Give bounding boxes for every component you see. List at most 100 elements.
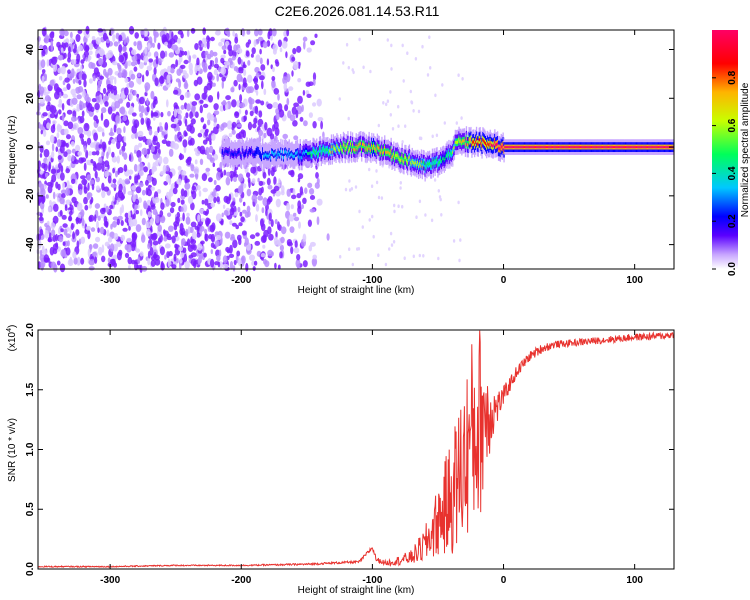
snr-frame <box>37 329 675 570</box>
spectrogram-noise-cell <box>217 91 220 100</box>
spectrogram-noise-cell <box>292 120 298 127</box>
spectrogram-noise-cell <box>222 263 229 269</box>
spectrogram-noise-cell <box>143 200 147 209</box>
spectrogram-noise-cell <box>206 112 212 120</box>
spectrogram-noise-cell <box>96 118 99 124</box>
spectrogram-noise-cell <box>430 218 434 223</box>
spectrogram-noise-cell <box>71 59 77 65</box>
spectrogram-noise-cell <box>268 233 274 241</box>
spectrogram-noise-cell <box>179 152 183 161</box>
spectrogram-noise-cell <box>147 211 152 218</box>
spectrogram-ridge-cell <box>521 146 524 149</box>
spectrogram-ridge-cell <box>405 156 407 160</box>
spectrogram-ridge-cell <box>514 146 516 149</box>
spectrogram-ridge-cell <box>343 144 345 148</box>
spectrogram-ridge-cell <box>305 149 307 153</box>
spectrogram-noise-cell <box>287 110 292 119</box>
spectrogram-noise-cell <box>435 133 439 138</box>
spectrogram-noise-cell <box>239 197 243 203</box>
spectrogram-noise-cell <box>51 56 57 65</box>
snr-x-tick-label: -300 <box>100 575 120 586</box>
spectrogram-noise-cell <box>203 210 207 215</box>
spectrogram-noise-cell <box>85 225 91 231</box>
spectrogram-ridge-cell <box>392 154 394 158</box>
spectrogram-ridge-cell <box>650 146 652 149</box>
spectrogram-noise-cell <box>198 190 202 197</box>
spectrogram-noise-cell <box>124 87 129 96</box>
spectrogram-noise-cell <box>260 253 266 258</box>
spectrogram-noise-cell <box>386 38 389 42</box>
spectrogram-noise-cell <box>229 207 235 216</box>
spectrogram-noise-cell <box>158 156 163 165</box>
spectrogram-noise-cell <box>275 112 280 121</box>
spectrogram-noise-cell <box>50 43 54 52</box>
spectrogram-ridge-cell <box>657 146 659 149</box>
spectrogram-noise-cell <box>190 118 196 125</box>
spectrogram-noise-cell <box>249 254 255 261</box>
spectrogram-noise-cell <box>38 180 42 188</box>
spectrogram-noise-cell <box>59 144 65 154</box>
spectrogram-ridge-cell <box>339 149 341 153</box>
spectrogram-ridge-cell <box>364 148 367 152</box>
spectrogram-noise-cell <box>212 82 216 87</box>
snr-x-tick-label: 100 <box>626 575 643 586</box>
spectrogram-ridge-cell <box>283 156 285 160</box>
spectrogram-noise-cell <box>452 239 456 243</box>
spectrogram-ridge-cell <box>451 152 453 156</box>
spectrogram-ridge-cell <box>296 150 299 154</box>
spectrogram-ridge-cell <box>602 146 604 149</box>
spectrogram-noise-cell <box>73 257 78 265</box>
spectrogram-noise-cell <box>146 105 150 113</box>
spectrogram-noise-cell <box>307 182 313 188</box>
spectrogram-ridge-cell <box>495 143 497 147</box>
spectrogram-noise-cell <box>242 209 247 214</box>
colorbar-tick-label: 0.4 <box>727 166 738 180</box>
spectrogram-noise-cell <box>302 197 307 204</box>
spectrogram-noise-cell <box>77 183 83 192</box>
spectrogram-ridge-cell <box>520 146 523 149</box>
spectrogram-ridge-cell <box>537 146 539 149</box>
spectrogram-noise-cell <box>133 89 137 96</box>
spectrogram-ridge-cell <box>318 152 320 156</box>
spectrogram-ridge-cell <box>511 146 513 149</box>
spectrogram-noise-cell <box>160 111 164 118</box>
spectrogram-noise-cell <box>316 98 322 107</box>
spectrogram-noise-cell <box>62 182 65 190</box>
spectrogram-noise-cell <box>155 55 159 65</box>
spectrogram-noise-cell <box>210 258 215 268</box>
spectrogram-noise-cell <box>316 198 323 206</box>
spectrogram-ridge-cell <box>516 146 518 149</box>
spectrogram-ridge-cell <box>483 139 485 143</box>
spectrogram-ridge-cell <box>407 161 409 165</box>
spectrogram-noise-cell <box>145 69 149 77</box>
spectrogram-noise-cell <box>56 132 60 139</box>
spectrogram-noise-cell <box>190 202 195 211</box>
spectrogram-noise-cell <box>141 234 146 243</box>
spectrogram-noise-cell <box>231 121 237 128</box>
spectrogram-noise-cell <box>251 47 256 55</box>
spectrogram-noise-cell <box>271 79 276 89</box>
spectrogram-noise-cell <box>191 190 197 200</box>
spectrogram-noise-cell <box>98 48 105 57</box>
spectrogram-noise-cell <box>92 243 99 249</box>
spectrogram-ridge-cell <box>629 146 631 149</box>
spectrogram-noise-cell <box>124 212 129 218</box>
spectrogram-noise-cell <box>181 170 187 176</box>
spectrogram-ridge-cell <box>468 137 470 141</box>
spectrogram-ridge-cell <box>420 160 423 164</box>
spectrogram-ridge-cell <box>605 146 607 149</box>
spectrogram-ridge-cell <box>430 164 432 168</box>
spectrogram-ridge-cell <box>467 143 469 147</box>
spectrogram-noise-cell <box>358 209 361 214</box>
spectrogram-noise-cell <box>214 57 218 65</box>
spectrogram-noise-cell <box>260 218 264 228</box>
spectrogram-noise-cell <box>211 222 216 232</box>
spectrogram-noise-cell <box>440 213 443 217</box>
spectrogram-noise-cell <box>215 213 222 222</box>
spectrogram-noise-cell <box>227 31 231 38</box>
figure-title: C2E6.2026.081.14.53.R11 <box>275 3 440 19</box>
spectrogram-noise-cell <box>77 256 81 265</box>
spectrogram-noise-cell <box>326 233 330 241</box>
spectrogram-noise-cell <box>238 66 244 71</box>
spectrogram-noise-cell <box>95 236 101 243</box>
